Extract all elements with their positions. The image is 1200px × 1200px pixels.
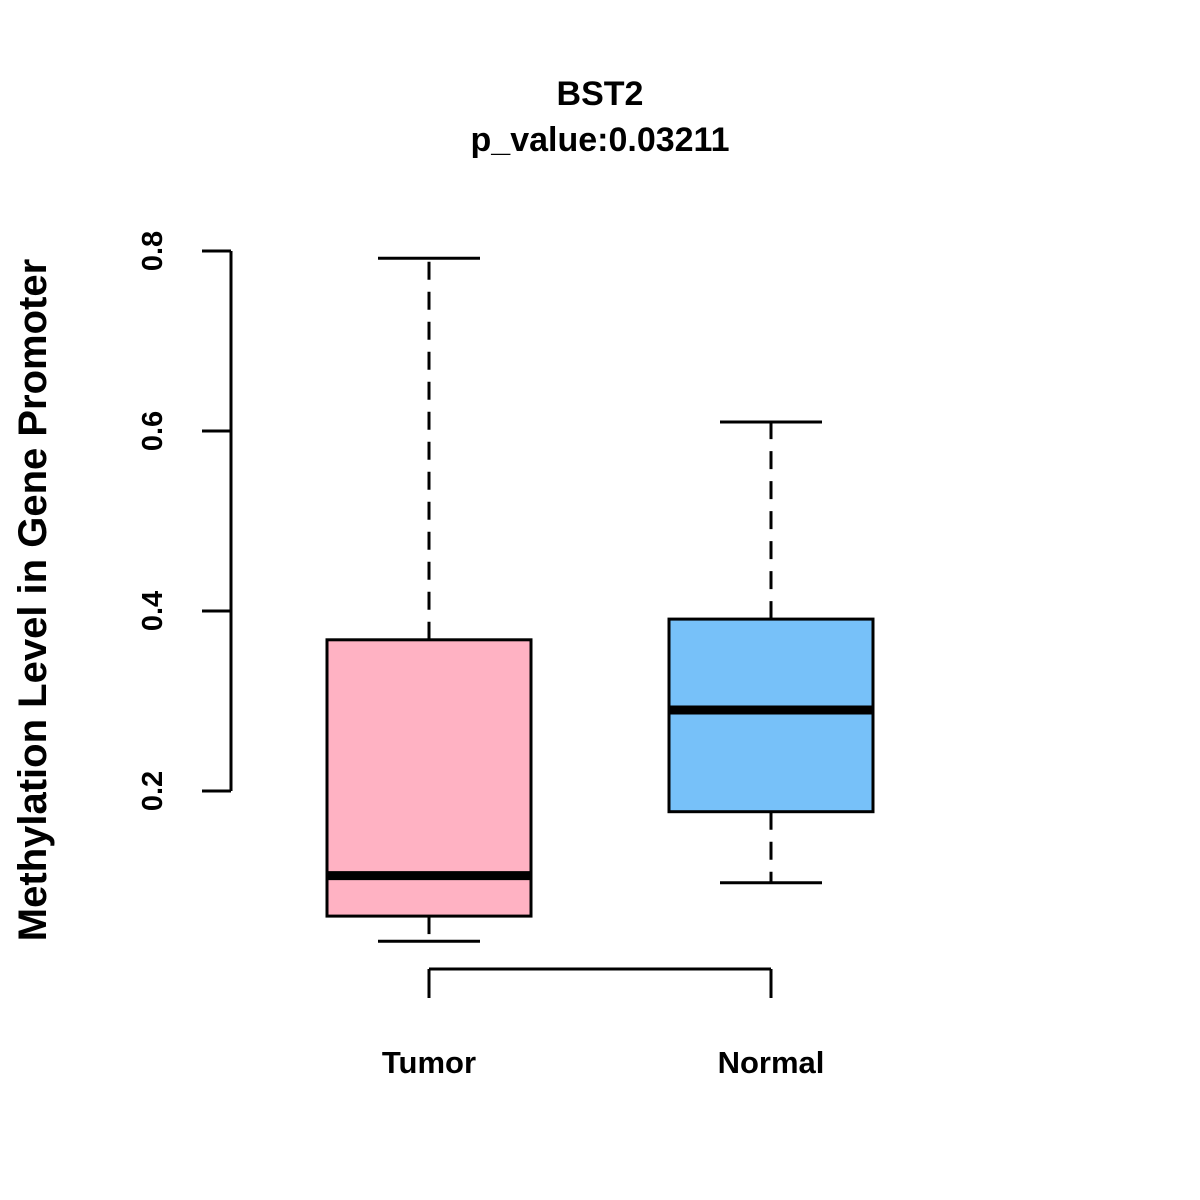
chart-title: BST2 xyxy=(557,75,644,113)
y-tick-label: 0.4 xyxy=(137,591,169,631)
box-normal xyxy=(667,617,875,814)
y-axis: 0.2 0.4 0.6 0.8 xyxy=(137,231,233,811)
y-tick-label: 0.8 xyxy=(137,231,169,271)
y-tick-label: 0.6 xyxy=(137,411,169,451)
box-tumor xyxy=(325,638,533,918)
x-tick-label: Tumor xyxy=(382,1045,476,1080)
y-axis-label: Methylation Level in Gene Promoter xyxy=(11,259,55,941)
y-tick-label: 0.2 xyxy=(137,771,169,811)
boxes xyxy=(325,256,875,943)
x-tick-label: Normal xyxy=(718,1045,825,1080)
chart-subtitle: p_value:0.03211 xyxy=(471,121,730,159)
x-axis: Tumor Normal xyxy=(382,967,825,1080)
